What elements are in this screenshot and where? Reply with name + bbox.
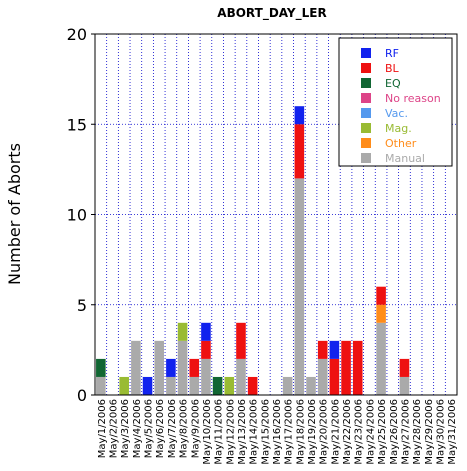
- bar-segment: [177, 322, 188, 341]
- bar-segment: [294, 124, 305, 179]
- bar-segment: [282, 376, 293, 395]
- legend: RF BL EQ No reason Vac. Mag. Other Manual: [338, 37, 453, 167]
- bar-segment: [399, 358, 410, 377]
- bar-segment: [294, 178, 305, 395]
- legend-swatch: [361, 48, 371, 58]
- legend-swatch: [361, 123, 371, 133]
- x-tick-label: May/21/2006: [330, 399, 341, 465]
- x-tick-label: May/11/2006: [214, 399, 225, 465]
- legend-box: [338, 37, 453, 167]
- bar-segment: [142, 376, 153, 395]
- x-tick-label: May/30/2006: [435, 399, 446, 465]
- bar-segment: [376, 322, 386, 395]
- bar-segment: [177, 340, 188, 395]
- legend-swatch: [361, 138, 371, 148]
- bar-segment: [352, 340, 363, 395]
- bars: [96, 106, 410, 395]
- x-tick-label: May/7/2006: [167, 399, 178, 458]
- x-tick-label: May/12/2006: [225, 399, 236, 465]
- y-tick-label: 0: [77, 386, 87, 405]
- x-tick-label: May/26/2006: [389, 399, 400, 465]
- bar-segment: [201, 340, 211, 359]
- x-tick-label: May/19/2006: [307, 399, 318, 465]
- bar-segment: [189, 376, 200, 395]
- y-axis-label: Number of Aborts: [5, 143, 24, 285]
- x-tick-label: May/15/2006: [260, 399, 271, 465]
- x-tick-label: May/16/2006: [272, 399, 283, 465]
- legend-label: BL: [385, 62, 400, 75]
- x-tick-label: May/24/2006: [365, 399, 376, 465]
- legend-label: Manual: [385, 152, 425, 165]
- x-tick-label: May/22/2006: [342, 399, 353, 465]
- bar-segment: [317, 358, 328, 395]
- x-ticks: May/1/2006 May/2/2006 May/3/2006 May/4/2006…: [97, 399, 458, 465]
- x-tick-label: May/8/2006: [179, 399, 190, 458]
- bar-segment: [166, 358, 176, 377]
- x-tick-label: May/1/2006: [97, 399, 108, 458]
- bar-segment: [189, 358, 200, 377]
- legend-label: Mag.: [385, 122, 412, 135]
- y-tick-label: 15: [67, 115, 87, 134]
- bar-segment: [236, 358, 246, 395]
- x-tick-label: May/13/2006: [237, 399, 248, 465]
- legend-label: EQ: [385, 77, 401, 90]
- bar-segment: [154, 340, 165, 395]
- x-tick-label: May/2/2006: [109, 399, 120, 458]
- bar-segment: [317, 340, 328, 359]
- bar-segment: [399, 376, 410, 395]
- bar-segment: [119, 376, 129, 395]
- bar-segment: [224, 376, 235, 395]
- gridlines: [95, 34, 457, 395]
- bar-segment: [329, 358, 340, 395]
- bar-segment: [96, 358, 106, 377]
- x-tick-label: May/6/2006: [155, 399, 166, 458]
- bar-segment: [201, 358, 211, 395]
- legend-swatch: [361, 63, 371, 73]
- legend-swatch: [361, 108, 371, 118]
- x-tick-label: May/31/2006: [447, 399, 458, 465]
- legend-swatch: [361, 153, 371, 163]
- chart-title: ABORT_DAY_LER: [217, 6, 326, 21]
- legend-label: Other: [385, 137, 417, 150]
- x-tick-label: May/18/2006: [295, 399, 306, 465]
- x-tick-label: May/20/2006: [319, 399, 330, 465]
- bar-segment: [212, 376, 223, 395]
- legend-label: Vac.: [385, 107, 408, 120]
- bar-segment: [294, 106, 305, 125]
- x-tick-label: May/4/2006: [132, 399, 143, 458]
- legend-swatch: [361, 93, 371, 103]
- legend-swatch: [361, 78, 371, 88]
- x-tick-label: May/5/2006: [144, 399, 155, 458]
- y-ticks: 0 5 10 15 20: [67, 25, 95, 405]
- bar-segment: [236, 322, 246, 359]
- bar-segment: [376, 304, 386, 323]
- bar-segment: [376, 286, 386, 305]
- bar-segment: [329, 340, 340, 359]
- x-tick-label: May/9/2006: [190, 399, 201, 458]
- x-tick-label: May/14/2006: [249, 399, 260, 465]
- x-tick-label: May/3/2006: [120, 399, 131, 458]
- x-tick-label: May/29/2006: [424, 399, 435, 465]
- x-tick-label: May/17/2006: [284, 399, 295, 465]
- x-tick-label: May/28/2006: [412, 399, 423, 465]
- bar-segment: [201, 322, 211, 341]
- y-tick-label: 10: [67, 206, 87, 225]
- y-tick-label: 5: [77, 296, 87, 315]
- legend-label: RF: [385, 47, 399, 60]
- legend-label: No reason: [385, 92, 441, 105]
- bar-segment: [166, 376, 176, 395]
- x-tick-label: May/25/2006: [377, 399, 388, 465]
- x-tick-label: May/23/2006: [354, 399, 365, 465]
- y-tick-label: 20: [67, 25, 87, 44]
- x-tick-label: May/27/2006: [400, 399, 411, 465]
- x-tick-label: May/10/2006: [202, 399, 213, 465]
- bar-segment: [306, 376, 316, 395]
- bar-segment: [341, 340, 351, 395]
- bar-segment: [96, 376, 106, 395]
- bar-segment: [131, 340, 141, 395]
- bar-segment: [247, 376, 258, 395]
